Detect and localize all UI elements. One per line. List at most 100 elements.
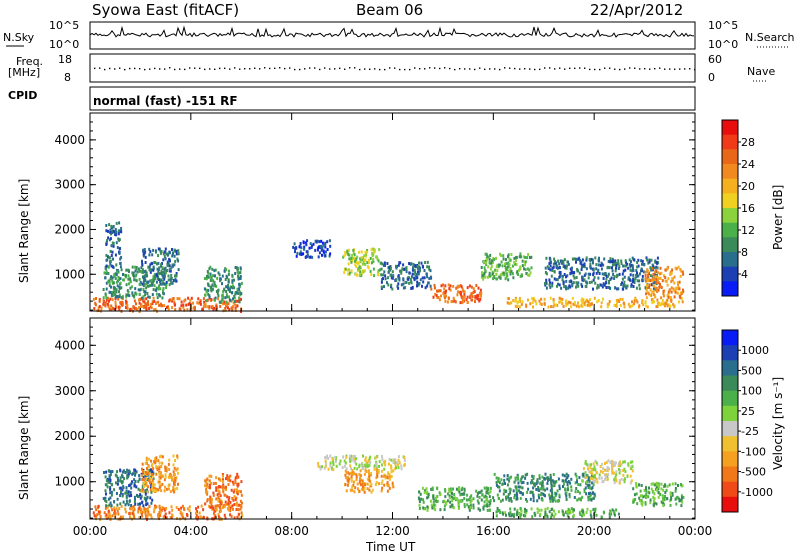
power-cell bbox=[629, 278, 632, 282]
power-cell bbox=[351, 253, 354, 257]
power-cell bbox=[628, 263, 631, 267]
power-cell bbox=[460, 294, 463, 298]
power-cell bbox=[641, 259, 644, 263]
beam-title: Beam 06 bbox=[356, 1, 424, 19]
power-cell bbox=[445, 294, 447, 298]
freq-point bbox=[484, 68, 486, 71]
velocity-cell bbox=[180, 512, 183, 516]
velocity-cell bbox=[680, 483, 682, 486]
velocity-cell bbox=[569, 511, 572, 515]
power-cell bbox=[355, 257, 358, 261]
velocity-cell bbox=[172, 480, 175, 484]
power-cell bbox=[236, 299, 239, 303]
power-cell bbox=[232, 297, 234, 301]
power-cell bbox=[126, 304, 129, 308]
velocity-cell bbox=[152, 474, 155, 478]
velocity-cell bbox=[218, 485, 220, 489]
power-cell bbox=[619, 297, 622, 301]
power-cell bbox=[109, 228, 112, 232]
power-cell bbox=[671, 268, 674, 272]
power-cell bbox=[130, 285, 133, 289]
power-cell bbox=[117, 229, 120, 233]
power-cell bbox=[611, 257, 614, 261]
freq-point bbox=[629, 67, 631, 69]
velocity-cell bbox=[582, 472, 585, 476]
velocity-cell bbox=[381, 457, 384, 461]
power-cell bbox=[174, 259, 177, 263]
velocity-cell bbox=[165, 516, 168, 520]
velocity-cell bbox=[596, 480, 599, 484]
power-cell bbox=[559, 297, 562, 301]
freq-point bbox=[474, 68, 476, 71]
velocity-cell bbox=[418, 490, 421, 494]
power-cell bbox=[589, 265, 592, 269]
power-cell bbox=[655, 281, 658, 284]
power-cell bbox=[548, 278, 551, 282]
velocity-cell bbox=[223, 513, 226, 517]
power-cell bbox=[596, 283, 599, 287]
power-cell bbox=[172, 264, 174, 268]
power-cell bbox=[153, 274, 156, 278]
power-cell bbox=[407, 276, 410, 280]
velocity-cell bbox=[241, 501, 243, 505]
power-cell bbox=[159, 249, 162, 253]
velocity-cell bbox=[126, 468, 129, 472]
velocity-cell bbox=[236, 515, 239, 519]
power-cell bbox=[410, 275, 413, 279]
velocity-cell bbox=[376, 470, 379, 474]
power-cell bbox=[426, 284, 429, 288]
velocity-cell bbox=[176, 487, 179, 490]
power-cell bbox=[614, 286, 617, 290]
velocity-cell bbox=[516, 508, 519, 512]
velocity-cell bbox=[544, 507, 547, 511]
velocity-cell bbox=[433, 503, 436, 507]
velocity-cell bbox=[195, 511, 197, 515]
velocity-cell bbox=[176, 467, 179, 471]
power-cell bbox=[624, 268, 627, 272]
velocity-cell bbox=[155, 489, 158, 493]
velocity-cell bbox=[598, 473, 601, 477]
power-cell bbox=[589, 298, 591, 302]
velocity-cell bbox=[489, 490, 492, 494]
power-cell bbox=[616, 261, 619, 265]
power-colorbar-segment bbox=[722, 281, 738, 297]
velocity-cell bbox=[231, 507, 234, 511]
velocity-cell bbox=[620, 477, 623, 481]
freq-point bbox=[224, 67, 226, 70]
power-cell bbox=[417, 283, 420, 287]
power-cell bbox=[143, 290, 146, 294]
power-cell bbox=[626, 284, 629, 288]
power-cell bbox=[396, 284, 399, 288]
velocity-cell bbox=[546, 487, 549, 491]
velocity-cell bbox=[218, 492, 221, 496]
power-cell bbox=[162, 291, 164, 295]
power-cell bbox=[107, 280, 109, 284]
velocity-cell bbox=[231, 496, 234, 500]
power-cell bbox=[651, 290, 654, 294]
velocity-cell bbox=[324, 459, 327, 463]
velocity-cell bbox=[139, 502, 141, 506]
velocity-cell bbox=[495, 476, 498, 480]
power-cell bbox=[452, 296, 455, 300]
velocity-cell bbox=[223, 486, 226, 490]
velocity-cell bbox=[562, 482, 565, 486]
velocity-cell bbox=[554, 481, 557, 484]
power-cell bbox=[395, 264, 397, 268]
velocity-cell bbox=[368, 479, 371, 482]
power-cell bbox=[609, 260, 612, 264]
velocity-cell bbox=[171, 513, 174, 517]
power-cell bbox=[531, 300, 534, 304]
power-cell bbox=[95, 297, 97, 300]
velocity-cell bbox=[537, 486, 540, 489]
velocity-cell bbox=[113, 500, 116, 504]
freq-point bbox=[354, 67, 356, 69]
power-cell bbox=[107, 255, 109, 259]
velocity-cell bbox=[581, 495, 584, 499]
power-cell bbox=[660, 271, 663, 275]
velocity-cell bbox=[577, 483, 580, 486]
velocity-cell bbox=[228, 475, 231, 479]
velocity-cell bbox=[146, 496, 149, 500]
power-cell bbox=[638, 287, 641, 291]
velocity-cell bbox=[520, 481, 523, 485]
power-cell bbox=[497, 263, 500, 267]
